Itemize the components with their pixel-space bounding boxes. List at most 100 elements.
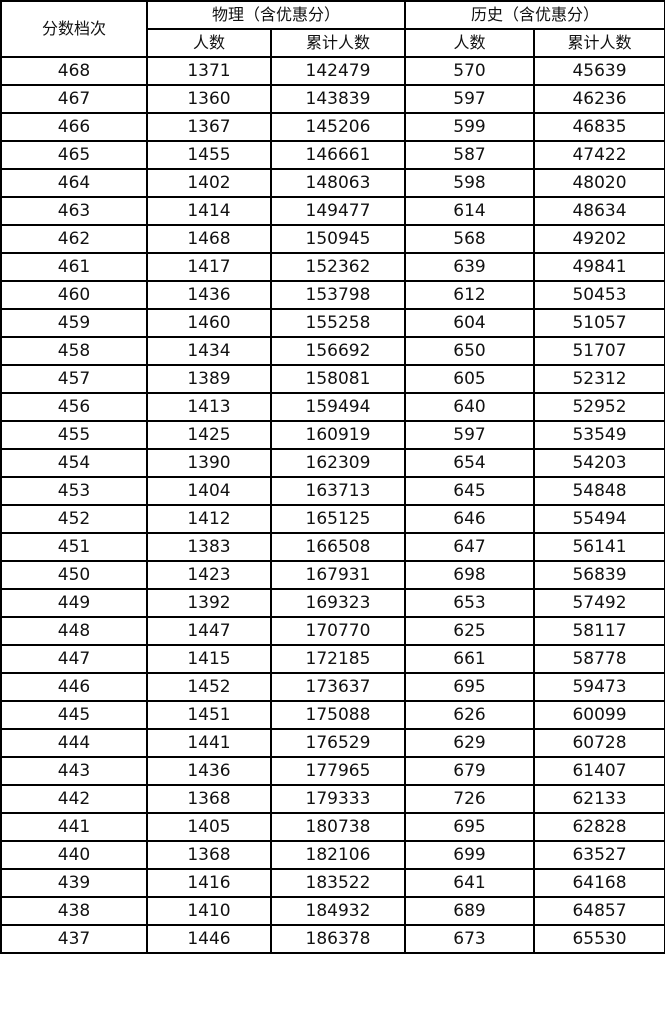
cell-history-cumulative: 48634 (533, 196, 665, 226)
cell-physics-cumulative: 152362 (269, 252, 407, 282)
cell-score: 454 (0, 448, 148, 478)
cell-physics-cumulative: 182106 (269, 840, 407, 870)
cell-physics-count: 1451 (146, 700, 272, 730)
cell-physics-cumulative: 155258 (269, 308, 407, 338)
cell-score: 443 (0, 756, 148, 786)
table-row: 466 1367 145206 599 46835 (0, 112, 665, 142)
table-row: 457 1389 158081 605 52312 (0, 364, 665, 394)
cell-history-cumulative: 60099 (533, 700, 665, 730)
table-row: 464 1402 148063 598 48020 (0, 168, 665, 198)
cell-history-count: 641 (404, 868, 536, 898)
cell-score: 463 (0, 196, 148, 226)
cell-score: 461 (0, 252, 148, 282)
table-row: 449 1392 169323 653 57492 (0, 588, 665, 618)
cell-history-count: 568 (404, 224, 536, 254)
cell-history-count: 650 (404, 336, 536, 366)
header-row-2: 人数 累计人数 人数 累计人数 (1, 28, 665, 58)
table-row: 456 1413 159494 640 52952 (0, 392, 665, 422)
table-row: 438 1410 184932 689 64857 (0, 896, 665, 926)
cell-physics-count: 1434 (146, 336, 272, 366)
cell-physics-cumulative: 184932 (269, 896, 407, 926)
cell-physics-count: 1416 (146, 868, 272, 898)
table-row: 460 1436 153798 612 50453 (0, 280, 665, 310)
table-row: 453 1404 163713 645 54848 (0, 476, 665, 506)
cell-history-count: 645 (404, 476, 536, 506)
cell-history-count: 679 (404, 756, 536, 786)
cell-physics-cumulative: 150945 (269, 224, 407, 254)
cell-physics-cumulative: 176529 (269, 728, 407, 758)
cell-physics-cumulative: 156692 (269, 336, 407, 366)
cell-score: 456 (0, 392, 148, 422)
cell-score: 465 (0, 140, 148, 170)
cell-history-cumulative: 52952 (533, 392, 665, 422)
table-row: 446 1452 173637 695 59473 (0, 672, 665, 702)
cell-physics-count: 1413 (146, 392, 272, 422)
cell-history-cumulative: 56141 (533, 532, 665, 562)
header-history: 历史（含优惠分） (404, 0, 665, 30)
cell-history-cumulative: 54203 (533, 448, 665, 478)
cell-physics-count: 1404 (146, 476, 272, 506)
cell-history-cumulative: 46835 (533, 112, 665, 142)
cell-physics-cumulative: 166508 (269, 532, 407, 562)
cell-score: 438 (0, 896, 148, 926)
cell-history-count: 726 (404, 784, 536, 814)
cell-history-cumulative: 49202 (533, 224, 665, 254)
cell-physics-cumulative: 169323 (269, 588, 407, 618)
cell-physics-count: 1436 (146, 756, 272, 786)
cell-score: 441 (0, 812, 148, 842)
cell-score: 462 (0, 224, 148, 254)
table-row: 468 1371 142479 570 45639 (0, 56, 665, 86)
cell-physics-count: 1405 (146, 812, 272, 842)
cell-physics-count: 1360 (146, 84, 272, 114)
cell-physics-cumulative: 142479 (269, 56, 407, 86)
cell-physics-cumulative: 167931 (269, 560, 407, 590)
cell-history-cumulative: 51057 (533, 308, 665, 338)
cell-score: 468 (0, 56, 148, 86)
table-row: 452 1412 165125 646 55494 (0, 504, 665, 534)
table-row: 439 1416 183522 641 64168 (0, 868, 665, 898)
cell-score: 457 (0, 364, 148, 394)
cell-physics-count: 1468 (146, 224, 272, 254)
cell-score: 450 (0, 560, 148, 590)
cell-history-count: 597 (404, 420, 536, 450)
cell-history-cumulative: 61407 (533, 756, 665, 786)
cell-score: 442 (0, 784, 148, 814)
cell-physics-cumulative: 177965 (269, 756, 407, 786)
cell-physics-cumulative: 186378 (269, 924, 407, 954)
cell-physics-cumulative: 160919 (269, 420, 407, 450)
cell-history-cumulative: 64168 (533, 868, 665, 898)
cell-score: 453 (0, 476, 148, 506)
cell-history-count: 598 (404, 168, 536, 198)
cell-score: 460 (0, 280, 148, 310)
cell-physics-count: 1417 (146, 252, 272, 282)
cell-score: 449 (0, 588, 148, 618)
cell-physics-cumulative: 149477 (269, 196, 407, 226)
cell-history-count: 646 (404, 504, 536, 534)
cell-physics-cumulative: 175088 (269, 700, 407, 730)
header-physics-cumulative: 累计人数 (269, 28, 407, 58)
table-row: 444 1441 176529 629 60728 (0, 728, 665, 758)
table-row: 463 1414 149477 614 48634 (0, 196, 665, 226)
table-row: 445 1451 175088 626 60099 (0, 700, 665, 730)
cell-physics-count: 1368 (146, 784, 272, 814)
cell-history-count: 640 (404, 392, 536, 422)
header-row-1: 分数档次 物理（含优惠分） 历史（含优惠分） (0, 0, 665, 58)
cell-physics-count: 1446 (146, 924, 272, 954)
cell-history-count: 599 (404, 112, 536, 142)
cell-score: 448 (0, 616, 148, 646)
cell-physics-cumulative: 158081 (269, 364, 407, 394)
cell-history-count: 654 (404, 448, 536, 478)
cell-history-cumulative: 48020 (533, 168, 665, 198)
cell-history-count: 653 (404, 588, 536, 618)
cell-history-count: 570 (404, 56, 536, 86)
cell-history-cumulative: 58778 (533, 644, 665, 674)
cell-physics-cumulative: 179333 (269, 784, 407, 814)
cell-physics-cumulative: 180738 (269, 812, 407, 842)
cell-physics-count: 1447 (146, 616, 272, 646)
cell-history-count: 698 (404, 560, 536, 590)
cell-history-count: 604 (404, 308, 536, 338)
cell-history-cumulative: 57492 (533, 588, 665, 618)
cell-physics-count: 1410 (146, 896, 272, 926)
cell-physics-cumulative: 163713 (269, 476, 407, 506)
table-header: 分数档次 物理（含优惠分） 历史（含优惠分） 人数 累计人数 人数 累计人数 (0, 0, 665, 58)
